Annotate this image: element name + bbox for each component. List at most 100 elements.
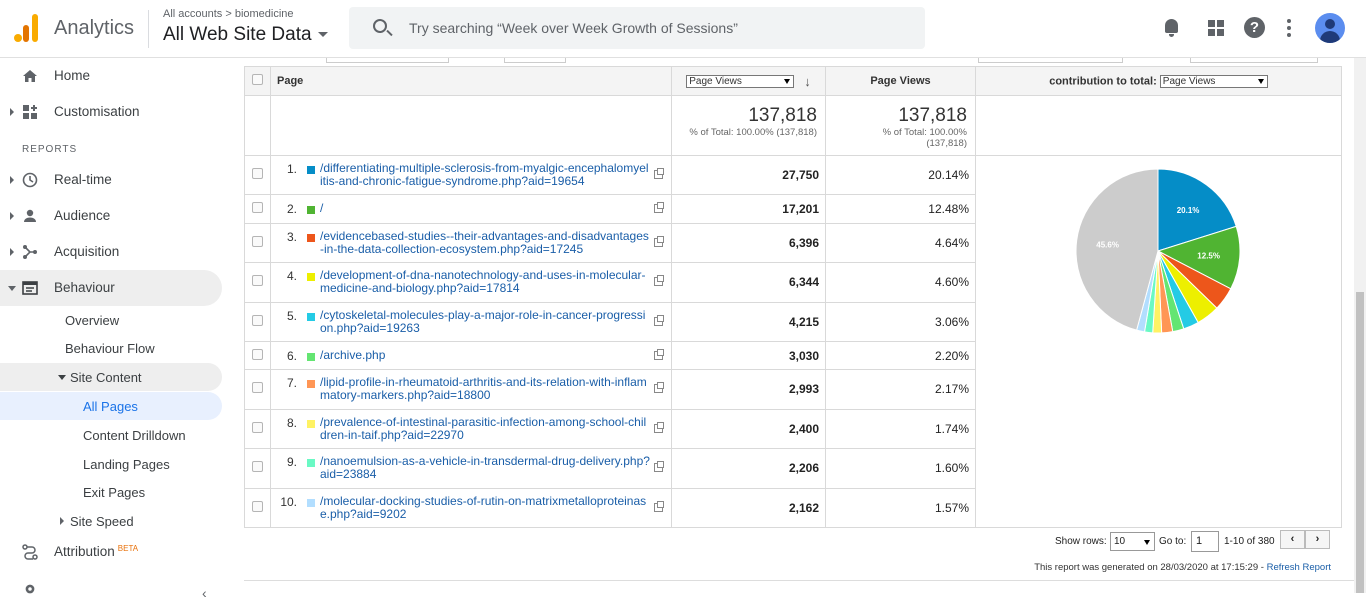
pagination-range: 1-10 of 380 — [1224, 536, 1275, 547]
sidebar-item-site-content[interactable]: Site Content — [0, 363, 222, 391]
toolbar-control[interactable] — [326, 58, 449, 63]
clock-icon — [22, 172, 38, 188]
next-page-button[interactable]: › — [1305, 530, 1330, 549]
avatar[interactable] — [1315, 13, 1345, 43]
total-value: 137,818 — [898, 105, 967, 126]
attribution-icon — [22, 544, 38, 560]
open-external-icon[interactable] — [654, 382, 664, 394]
scrollbar-thumb[interactable] — [1356, 292, 1364, 593]
page-link[interactable]: /archive.php — [320, 347, 386, 362]
select-all-checkbox[interactable] — [252, 74, 263, 85]
row-checkbox[interactable] — [252, 235, 263, 247]
sort-desc-icon[interactable]: ↓ — [804, 73, 811, 89]
totals-empty — [975, 95, 1342, 156]
page-link[interactable]: /nanoemulsion-as-a-vehicle-in-transderma… — [320, 454, 650, 482]
sidebar-label: Site Speed — [70, 514, 134, 529]
sidebar-item-overview[interactable]: Overview — [0, 306, 222, 334]
pie-slice[interactable] — [1075, 168, 1159, 331]
sidebar-item-realtime[interactable]: Real-time — [0, 162, 222, 198]
app-name[interactable]: Analytics — [54, 17, 135, 39]
more-vert-icon[interactable] — [1286, 17, 1292, 39]
column-header-page[interactable]: Page — [270, 66, 672, 96]
metric-select[interactable]: Page Views — [686, 74, 795, 88]
sidebar-item-attribution[interactable]: Attribution BETA — [0, 534, 222, 570]
sidebar-item-all-pages[interactable]: All Pages — [0, 392, 222, 420]
goto-input[interactable]: 1 — [1191, 531, 1219, 552]
row-checkbox[interactable] — [252, 202, 263, 214]
view-toggle-group[interactable] — [1190, 58, 1318, 63]
search-input[interactable] — [409, 18, 909, 38]
column-header-contribution: contribution to total: Page Views — [975, 66, 1342, 96]
row-checkbox[interactable] — [252, 500, 263, 512]
page-link[interactable]: /prevalence-of-intestinal-parasitic-infe… — [320, 414, 647, 442]
show-rows-select[interactable]: 10 — [1110, 532, 1155, 551]
page-link[interactable]: /cytoskeletal-molecules-play-a-major-rol… — [320, 307, 646, 335]
row-checkbox[interactable] — [252, 421, 263, 433]
open-external-icon[interactable] — [654, 314, 664, 326]
page-link[interactable]: / — [320, 201, 324, 216]
open-external-icon[interactable] — [654, 348, 664, 360]
table-row: 6. /archive.php 3,030 2.20% — [244, 340, 1342, 371]
row-checkbox[interactable] — [252, 461, 263, 473]
help-icon[interactable]: ? — [1244, 17, 1265, 38]
toolbar-control[interactable] — [978, 58, 1123, 63]
search-bar[interactable] — [349, 7, 925, 49]
account-breadcrumb[interactable]: All accounts > biomedicine — [163, 8, 294, 20]
row-checkbox[interactable] — [252, 314, 263, 326]
open-external-icon[interactable] — [654, 235, 664, 247]
contribution-select[interactable]: Page Views — [1159, 74, 1268, 88]
pie-slice[interactable] — [1156, 225, 1241, 290]
column-header-pageviews[interactable]: Page Views — [825, 66, 976, 96]
divider — [148, 10, 149, 48]
sidebar-item-audience[interactable]: Audience — [0, 198, 222, 234]
sidebar-item-home[interactable]: Home — [0, 58, 222, 94]
open-external-icon[interactable] — [654, 500, 664, 512]
row-checkbox-cell — [244, 369, 271, 410]
row-checkbox[interactable] — [252, 168, 263, 180]
caret-down-icon — [317, 32, 328, 38]
sidebar-item-customisation[interactable]: Customisation — [0, 94, 222, 130]
sidebar-item-landing-pages[interactable]: Landing Pages — [0, 450, 222, 478]
sidebar-item-exit-pages[interactable]: Exit Pages — [0, 478, 222, 506]
sidebar-item-site-speed[interactable]: Site Speed — [0, 507, 222, 535]
row-index: 5. — [286, 308, 297, 323]
gear-icon[interactable] — [22, 582, 38, 596]
open-external-icon[interactable] — [654, 461, 664, 473]
sidebar-item-behaviour-flow[interactable]: Behaviour Flow — [0, 334, 222, 362]
sidebar-item-content-drilldown[interactable]: Content Drilldown — [0, 421, 222, 449]
series-swatch — [307, 273, 315, 282]
open-external-icon[interactable] — [654, 202, 664, 214]
page-link[interactable]: /molecular-docking-studies-of-rutin-on-m… — [320, 493, 647, 521]
bell-icon[interactable] — [1162, 17, 1184, 39]
prev-page-button[interactable]: ‹ — [1280, 530, 1305, 549]
pageviews-cell: 3,030 — [671, 340, 826, 371]
scrollbar[interactable] — [1354, 58, 1366, 593]
open-external-icon[interactable] — [654, 421, 664, 433]
toolbar-control[interactable] — [504, 58, 566, 63]
sidebar-label: Acquisition — [54, 244, 120, 259]
open-external-icon[interactable] — [654, 275, 664, 287]
sidebar-item-acquisition[interactable]: Acquisition — [0, 234, 222, 270]
row-checkbox[interactable] — [252, 348, 263, 360]
contribution-pct-cell: 4.64% — [825, 222, 976, 264]
page-link[interactable]: /differentiating-multiple-sclerosis-from… — [320, 161, 649, 189]
row-checkbox[interactable] — [252, 382, 263, 394]
row-checkbox[interactable] — [252, 275, 263, 287]
sidebar-item-behaviour[interactable]: Behaviour — [0, 270, 222, 306]
apps-icon[interactable] — [1207, 17, 1229, 39]
page-link[interactable]: /lipid-profile-in-rheumatoid-arthritis-a… — [320, 375, 647, 403]
analytics-logo[interactable] — [14, 14, 40, 42]
series-swatch — [307, 498, 315, 507]
totals-row: 137,818 % of Total: 100.00% (137,818) 13… — [244, 95, 1342, 156]
table-row: 1. /differentiating-multiple-sclerosis-fr… — [244, 154, 1342, 528]
pie-slice[interactable] — [1157, 168, 1237, 252]
refresh-report-link[interactable]: Refresh Report — [1266, 562, 1331, 573]
page-cell: 3. /evidencebased-studies--their-advantag… — [270, 222, 672, 264]
page-link[interactable]: /development-of-dna-nanotechnology-and-u… — [320, 268, 646, 296]
chevron-down-icon — [8, 286, 16, 291]
collapse-sidebar-icon[interactable]: ‹ — [202, 585, 207, 601]
property-selector[interactable]: All Web Site Data — [163, 24, 328, 46]
pageviews-cell: 2,206 — [671, 448, 826, 489]
page-link[interactable]: /evidencebased-studies--their-advantages… — [320, 228, 649, 256]
open-external-icon[interactable] — [654, 168, 664, 180]
